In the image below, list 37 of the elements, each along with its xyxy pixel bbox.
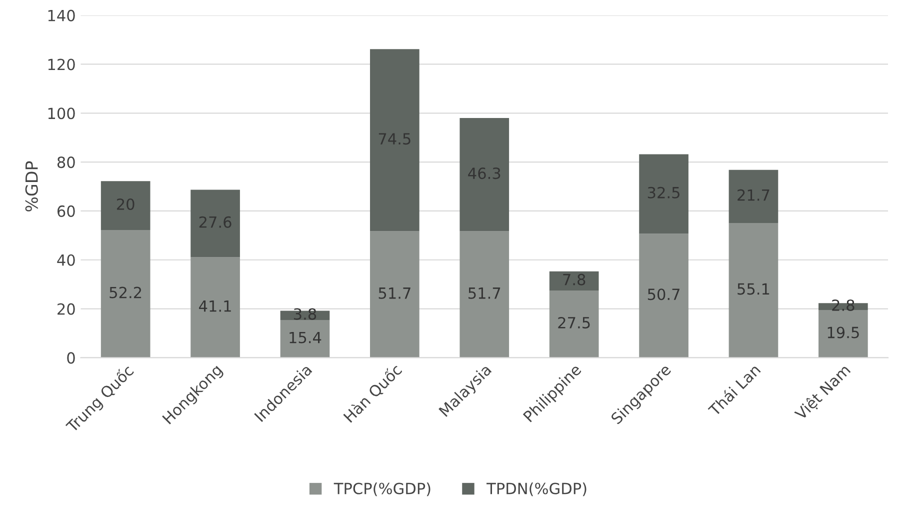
bar [728, 222, 778, 358]
data-label: 27.5 [558, 316, 590, 329]
y-tick-label: 100 [48, 108, 75, 120]
bar [460, 231, 510, 358]
data-label: 41.1 [199, 300, 231, 312]
data-label: 52.2 [110, 286, 142, 298]
data-label: 3.8 [294, 308, 316, 320]
bar [460, 118, 510, 232]
y-tick-label: 80 [57, 156, 75, 168]
y-tick-label: 0 [67, 352, 75, 364]
bar [280, 320, 330, 358]
bar [818, 310, 868, 358]
bar [549, 271, 599, 290]
bar [370, 49, 420, 232]
data-label: 51.7 [468, 288, 500, 299]
bar [639, 234, 688, 358]
bar [728, 170, 778, 223]
bar [100, 230, 150, 358]
data-label: 50.7 [648, 288, 680, 300]
y-tick-label: 60 [57, 205, 75, 217]
bar [190, 257, 240, 358]
bar [639, 154, 688, 234]
bar [100, 181, 150, 230]
data-label: 55.1 [738, 283, 770, 295]
bar [549, 290, 599, 358]
legend-label: TPDN(%GDP) [486, 482, 586, 496]
y-tick-label: 120 [48, 58, 75, 70]
y-tick-label: 140 [48, 10, 75, 22]
legend-label: TPCP(%GDP) [334, 482, 430, 496]
data-label: 51.7 [378, 288, 410, 299]
bar [370, 231, 420, 358]
y-tick-label: 20 [58, 303, 75, 315]
bar [190, 190, 240, 258]
y-tick-label: 40 [57, 254, 75, 266]
data-label: 15.4 [290, 332, 322, 344]
y-axis-title: %GDP [25, 161, 38, 212]
data-label: 19.5 [828, 326, 859, 338]
